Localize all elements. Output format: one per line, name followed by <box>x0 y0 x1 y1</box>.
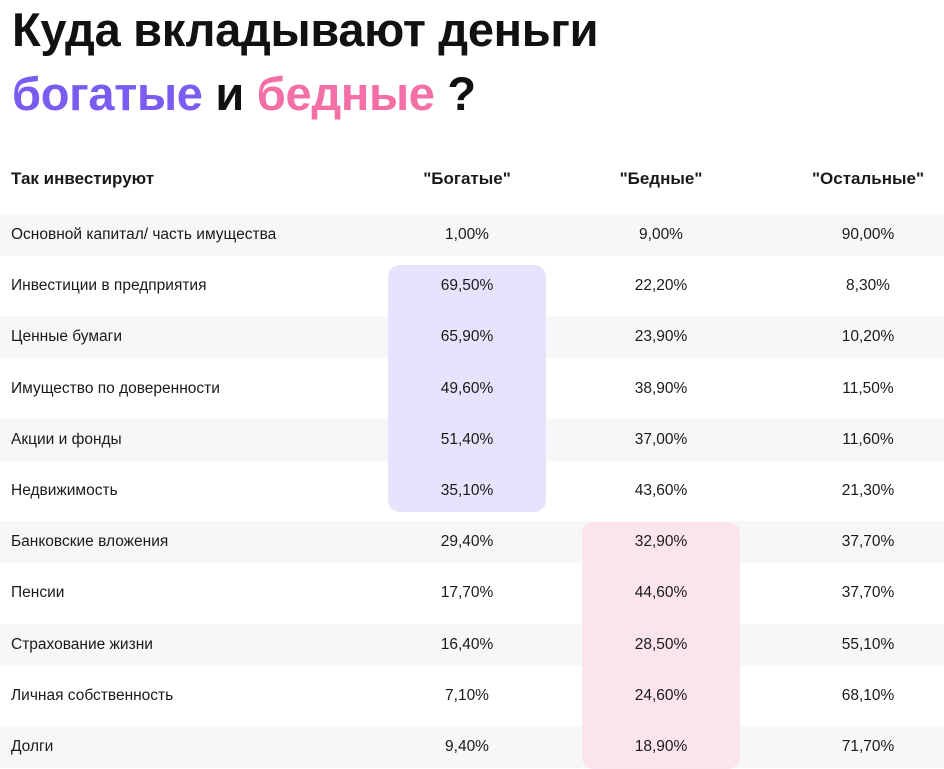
others-value: 68,10% <box>841 686 895 704</box>
poor-value: 43,60% <box>634 482 688 499</box>
table-row: Имущество по доверенности 49,60% 38,90% 11,… <box>0 368 944 410</box>
title-poor-word: бедные <box>256 67 435 120</box>
table-row: Пенсии 17,70% 44,60% 37,70% <box>0 572 944 614</box>
rich-value: 65,90% <box>440 328 494 346</box>
row-label: Личная собственность <box>11 686 174 704</box>
rich-value: 16,40% <box>440 635 494 653</box>
poor-value: 9,00% <box>639 226 683 243</box>
page-title-line1: Куда вкладывают деньги <box>12 2 599 58</box>
poor-value: 28,50% <box>634 635 688 653</box>
row-label: Банковские вложения <box>11 533 169 551</box>
row-label: Акции и фонды <box>11 430 122 448</box>
title-conjunction: и <box>215 67 245 120</box>
others-value: 55,10% <box>841 635 895 653</box>
investment-table: Так инвестируют "Богатые" "Бедные" "Оста… <box>0 154 944 769</box>
table-row: Долги 9,40% 18,90% 71,70% <box>0 726 944 768</box>
others-value: 37,70% <box>841 533 895 551</box>
others-value: 21,30% <box>841 482 895 499</box>
page-title-line2: богатые и бедные ? <box>12 66 476 122</box>
header-others: "Остальные" <box>811 169 925 188</box>
poor-value: 38,90% <box>634 379 688 397</box>
header-poor: "Бедные" <box>619 169 703 188</box>
rich-value: 29,40% <box>440 533 494 551</box>
poor-value: 18,90% <box>634 738 688 755</box>
others-value: 90,00% <box>841 226 895 243</box>
others-value: 8,30% <box>846 277 890 295</box>
header-category: Так инвестируют <box>11 169 155 188</box>
title-rich-word: богатые <box>12 67 203 120</box>
table-row: Недвижимость 35,10% 43,60% 21,30% <box>0 470 944 512</box>
header-rich: "Богатые" <box>423 169 511 188</box>
rich-value: 9,40% <box>445 738 489 755</box>
others-value: 11,60% <box>842 430 894 448</box>
others-value: 71,70% <box>841 738 895 755</box>
row-label: Недвижимость <box>11 482 118 499</box>
rich-value: 51,40% <box>440 430 494 448</box>
others-value: 11,50% <box>842 379 894 397</box>
poor-value: 32,90% <box>634 533 688 551</box>
row-label: Страхование жизни <box>11 635 153 653</box>
rich-value: 35,10% <box>440 482 494 499</box>
poor-value: 44,60% <box>634 584 688 602</box>
row-label: Инвестиции в предприятия <box>11 277 207 295</box>
rich-highlight <box>388 265 546 512</box>
poor-value: 37,00% <box>634 430 688 448</box>
rich-value: 17,70% <box>440 584 494 602</box>
poor-highlight <box>582 522 740 769</box>
rich-value: 49,60% <box>440 379 494 397</box>
others-value: 10,20% <box>841 328 895 346</box>
table-header-row: Так инвестируют "Богатые" "Бедные" "Оста… <box>0 154 944 204</box>
poor-value: 24,60% <box>634 686 688 704</box>
table-row: Банковские вложения 29,40% 32,90% 37,70% <box>0 521 944 564</box>
row-label: Долги <box>11 738 54 755</box>
poor-value: 23,90% <box>634 328 688 346</box>
title-text: Куда вкладывают деньги <box>12 3 599 56</box>
table-row: Основной капитал/ часть имущества 1,00% 9,… <box>0 214 944 256</box>
rich-value: 69,50% <box>440 277 494 295</box>
table-row: Страхование жизни 16,40% 28,50% 55,10% <box>0 623 944 666</box>
others-value: 37,70% <box>841 584 895 602</box>
poor-value: 22,20% <box>634 277 688 295</box>
row-label: Имущество по доверенности <box>11 379 220 397</box>
rich-value: 7,10% <box>445 686 489 704</box>
table-row: Личная собственность 7,10% 24,60% 68,10% <box>0 675 944 717</box>
row-label: Основной капитал/ часть имущества <box>11 226 277 243</box>
title-question-mark: ? <box>447 67 476 120</box>
table-row: Инвестиции в предприятия 69,50% 22,20% 8,30… <box>0 265 944 307</box>
row-label: Пенсии <box>11 584 65 602</box>
rich-value: 1,00% <box>445 226 489 243</box>
row-label: Ценные бумаги <box>11 328 122 346</box>
